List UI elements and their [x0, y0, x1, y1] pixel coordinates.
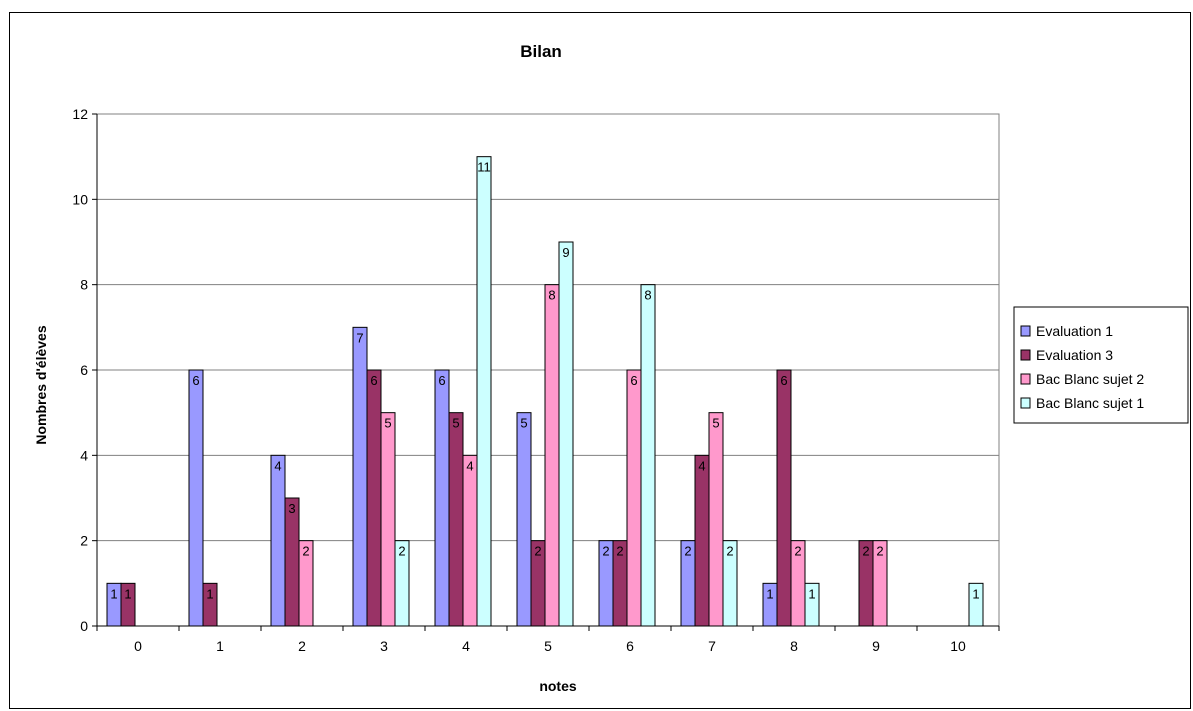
bar [968, 582, 984, 627]
data-label: 1 [766, 586, 773, 601]
bar [284, 497, 300, 627]
legend-label: Evaluation 3 [1036, 347, 1113, 363]
legend-swatch [1020, 325, 1031, 337]
x-axis-label: notes [539, 678, 577, 694]
bar [776, 369, 792, 627]
data-label: 1 [808, 586, 815, 601]
data-label: 6 [780, 373, 787, 388]
data-label: 1 [972, 586, 979, 601]
x-tick-label: 6 [626, 638, 634, 654]
legend-swatch [1020, 349, 1031, 361]
y-axis-label: Nombres d'élèves [33, 325, 49, 444]
data-label: 2 [862, 544, 869, 559]
x-tick-label: 4 [462, 638, 470, 654]
bar [640, 284, 656, 627]
bar [476, 156, 492, 627]
x-tick-label: 9 [872, 638, 880, 654]
bar [394, 540, 410, 627]
y-tick-label: 2 [80, 533, 88, 549]
bar [872, 540, 888, 627]
data-label: 2 [534, 544, 541, 559]
x-tick-label: 0 [134, 638, 142, 654]
y-tick-label: 12 [72, 106, 88, 122]
bar [708, 412, 724, 627]
data-label: 8 [644, 288, 651, 303]
data-label: 3 [288, 501, 295, 516]
data-label: 6 [438, 373, 445, 388]
data-label: 5 [384, 416, 391, 431]
data-label: 4 [466, 458, 473, 473]
y-tick-label: 4 [80, 447, 88, 463]
x-tick-label: 3 [380, 638, 388, 654]
bar [352, 326, 368, 627]
bar [722, 540, 738, 627]
data-label: 5 [712, 416, 719, 431]
data-label: 6 [192, 373, 199, 388]
bar [544, 284, 560, 627]
data-label: 1 [206, 586, 213, 601]
data-label: 11 [477, 160, 491, 175]
y-tick-label: 0 [80, 618, 88, 634]
y-tick-label: 8 [80, 277, 88, 293]
data-label: 1 [110, 586, 117, 601]
data-label: 9 [562, 245, 569, 260]
bar [804, 582, 820, 627]
x-tick-label: 2 [298, 638, 306, 654]
x-tick-label: 10 [950, 638, 966, 654]
y-tick-label: 6 [80, 362, 88, 378]
data-label: 2 [602, 544, 609, 559]
x-tick-label: 1 [216, 638, 224, 654]
bar [558, 241, 574, 627]
data-label: 2 [684, 544, 691, 559]
legend-label: Evaluation 1 [1036, 323, 1113, 339]
bar [694, 454, 710, 627]
legend-swatch [1020, 373, 1031, 385]
bar [626, 369, 642, 627]
bar [434, 369, 450, 627]
data-label: 1 [124, 586, 131, 601]
bar [188, 369, 204, 627]
bar [448, 412, 464, 627]
bar [516, 412, 532, 627]
data-label: 4 [274, 458, 281, 473]
legend-swatch [1020, 397, 1031, 409]
chart-title: Bilan [520, 42, 562, 61]
x-tick-label: 5 [544, 638, 552, 654]
bar [366, 369, 382, 627]
data-label: 2 [616, 544, 623, 559]
bar [298, 540, 314, 627]
bar [270, 454, 286, 627]
data-label: 6 [630, 373, 637, 388]
data-label: 2 [726, 544, 733, 559]
data-label: 2 [794, 544, 801, 559]
bar [120, 582, 136, 627]
data-label: 5 [520, 416, 527, 431]
data-label: 7 [356, 330, 363, 345]
legend: Evaluation 1 Evaluation 3 Bac Blanc sujet … [1013, 306, 1189, 424]
data-label: 6 [370, 373, 377, 388]
data-label: 2 [398, 544, 405, 559]
bar [202, 582, 218, 627]
data-label: 2 [302, 544, 309, 559]
data-label: 8 [548, 288, 555, 303]
bar [380, 412, 396, 627]
legend-box [1013, 306, 1189, 424]
data-label: 4 [698, 458, 705, 473]
chart-area: Bilan 0 2 4 6 8 10 12 0 1 2 3 4 5 6 7 8 9 10 1 6 4 7 6 5 2 2 1 1 1 3 6… [9, 12, 1191, 709]
legend-label: Bac Blanc sujet 2 [1036, 371, 1144, 387]
y-tick-label: 10 [72, 191, 88, 207]
x-tick-label: 8 [790, 638, 798, 654]
data-label: 5 [452, 416, 459, 431]
x-tick-label: 7 [708, 638, 716, 654]
legend-label: Bac Blanc sujet 1 [1036, 395, 1144, 411]
data-label: 2 [876, 544, 883, 559]
bar [462, 454, 478, 627]
